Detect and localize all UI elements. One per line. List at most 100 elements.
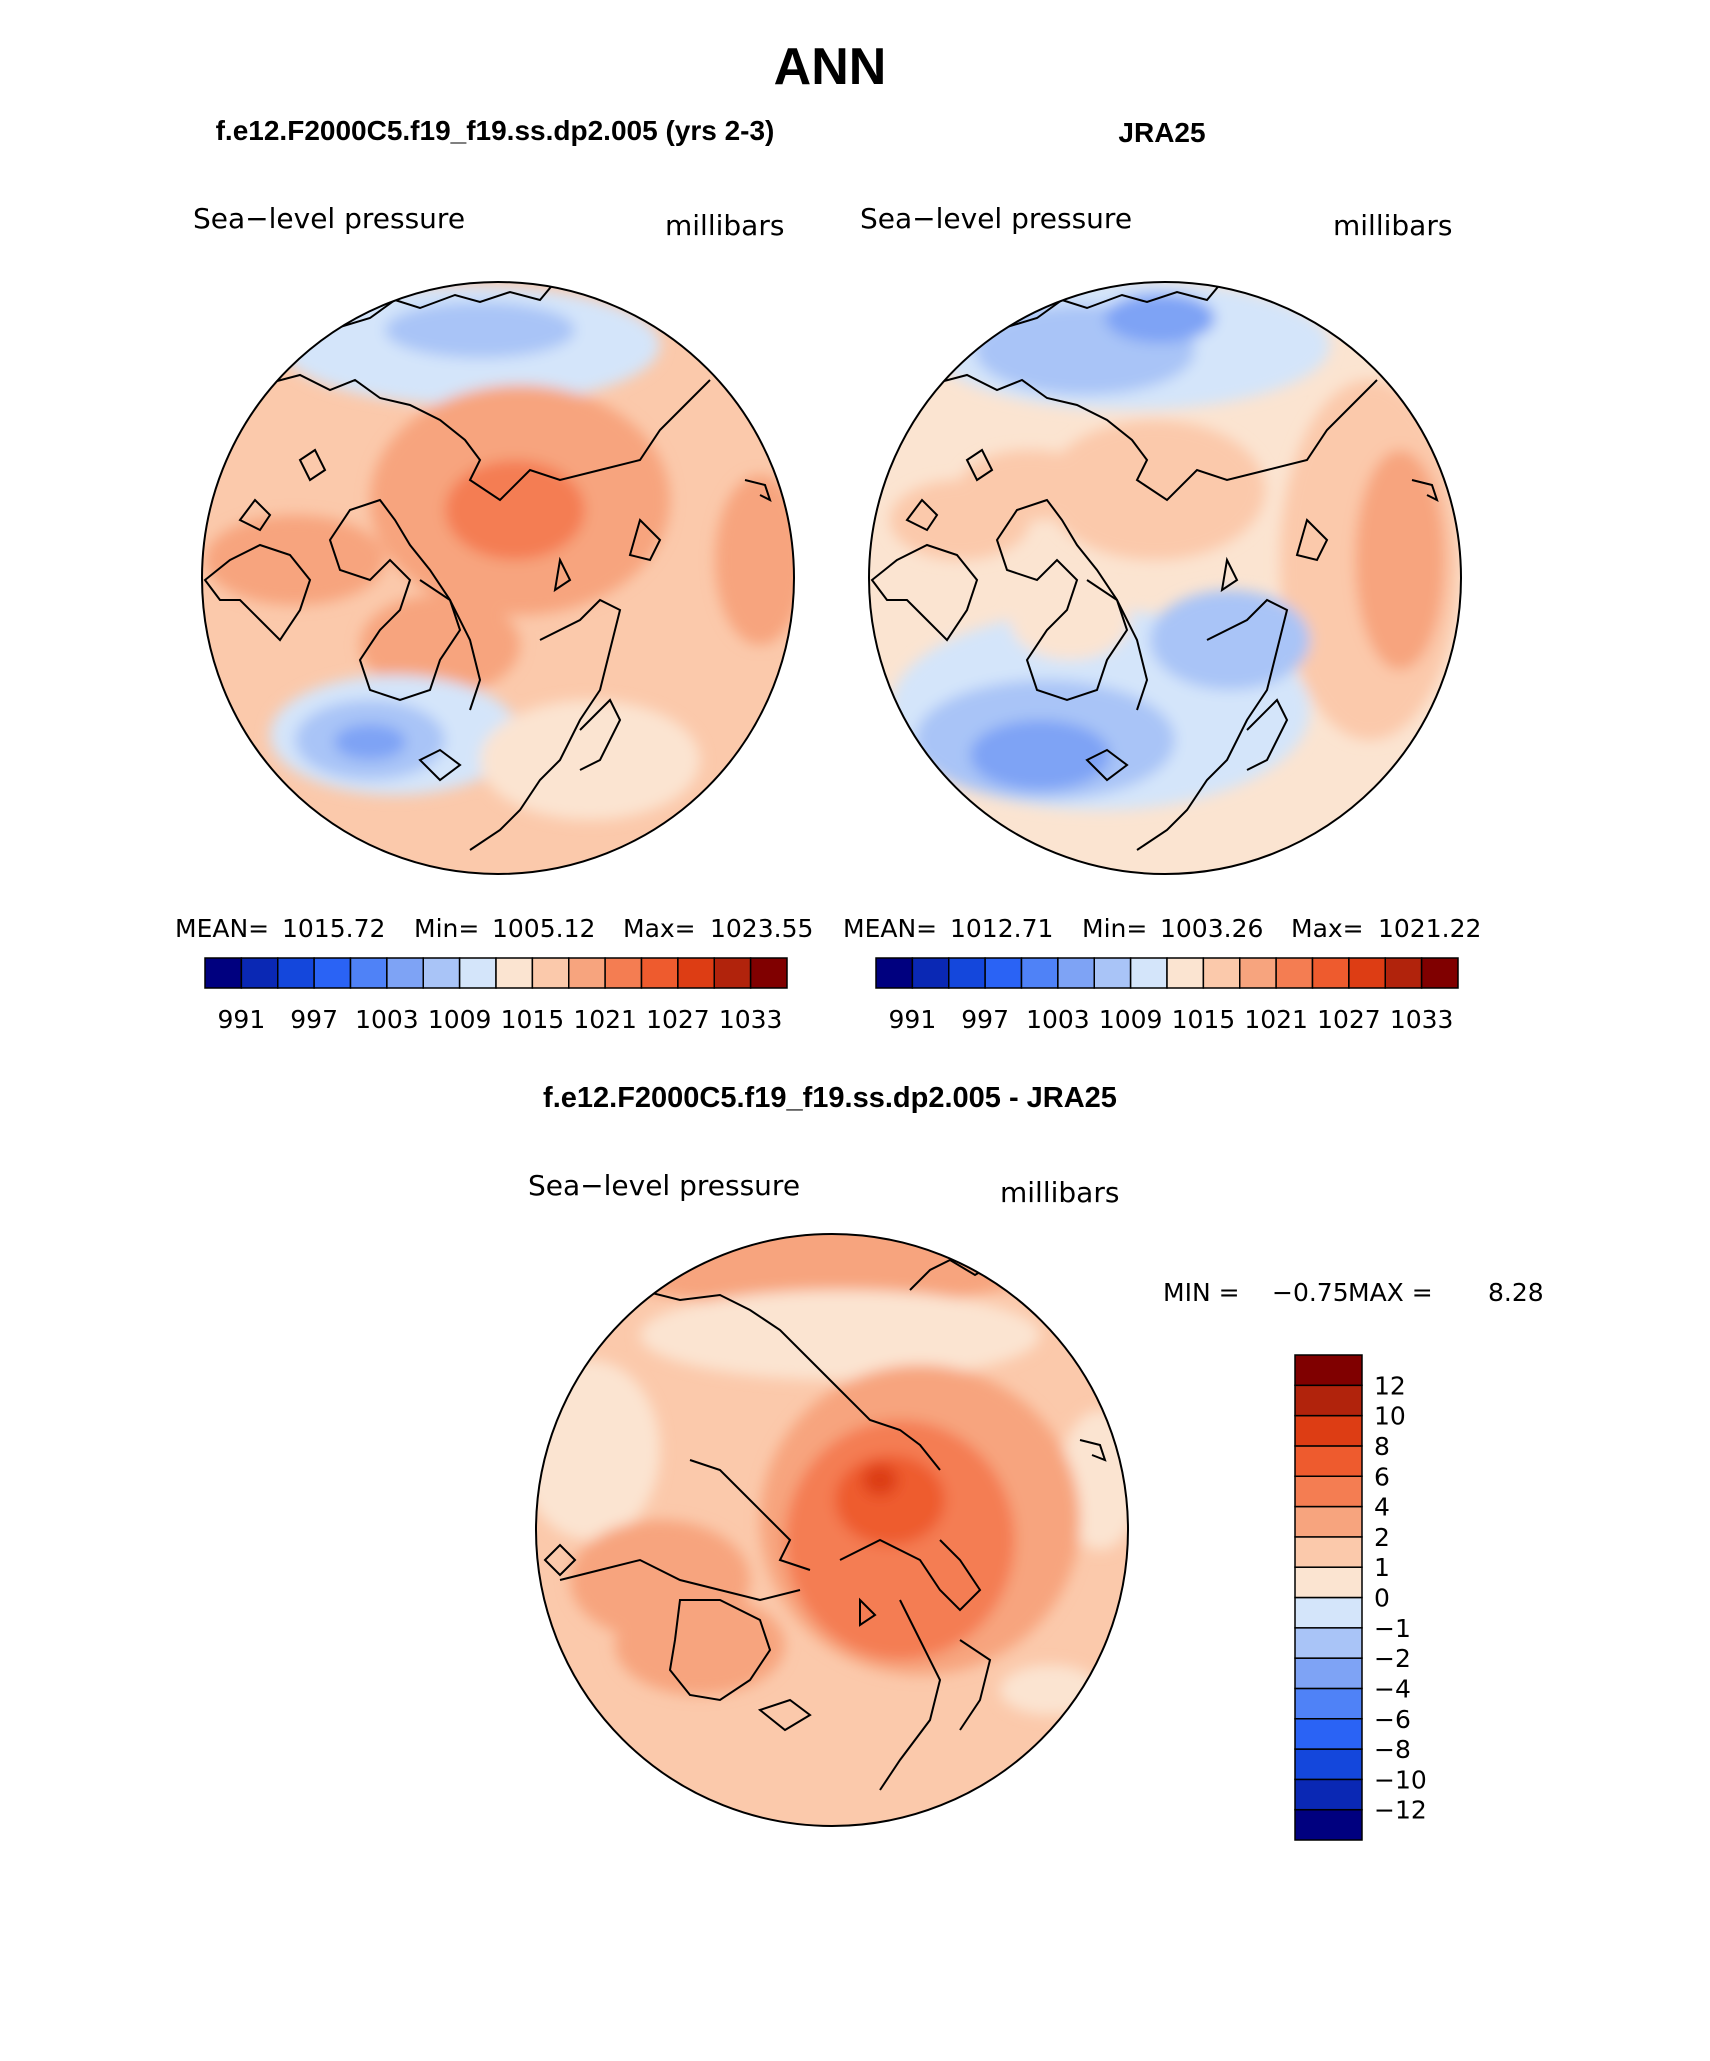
panel-b-map — [868, 281, 1462, 875]
panel-b-mean-label: MEAN= — [843, 914, 937, 943]
panel-a-colorbar-swatch — [495, 957, 534, 989]
diff-colorbar-swatch — [1294, 1536, 1363, 1568]
panel-b-colorbar-swatch — [1311, 957, 1350, 989]
panel-b-colorbar-tick-label: 1009 — [1099, 1005, 1163, 1034]
diff-colorbar-tick-label: −2 — [1374, 1644, 1411, 1673]
diff-map — [535, 1233, 1129, 1827]
panel-a-colorbar-swatch — [240, 957, 279, 989]
panel-a-colorbar-swatch — [531, 957, 570, 989]
panel-a-max-label: Max= — [623, 914, 696, 943]
panel-b-colorbar-swatch — [984, 957, 1023, 989]
panel-a-colorbar-tick-label: 1027 — [646, 1005, 710, 1034]
panel-a-colorbar-swatch — [422, 957, 461, 989]
panel-a-colorbar-swatch — [677, 957, 715, 989]
panel-a-colorbar-tick-label: 991 — [218, 1005, 266, 1034]
panel-b-colorbar-swatch — [1093, 957, 1132, 989]
diff-colorbar-swatch — [1294, 1505, 1363, 1538]
diff-colorbar-tick-label: 1 — [1374, 1553, 1390, 1582]
panel-a-colorbar-tick-label: 1009 — [428, 1005, 492, 1034]
diff-coastlines — [543, 1258, 1107, 1791]
diff-colorbar-tick-label: 8 — [1374, 1432, 1390, 1461]
panel-a-colorbar-tick-label: 1033 — [719, 1005, 783, 1034]
panel-a-colorbar-swatch — [386, 957, 424, 989]
diff-min-label: MIN = — [1163, 1278, 1240, 1307]
diff-colorbar-swatch — [1294, 1778, 1363, 1811]
panel-b-colorbar-swatch — [1239, 957, 1277, 989]
diff-colorbar-swatch — [1294, 1445, 1363, 1477]
panel-b-case-title: JRA25 — [1118, 117, 1205, 148]
panel-a-colorbar-swatch — [458, 957, 497, 989]
panel-a-mean-label: MEAN= — [175, 914, 269, 943]
diff-colorbar-tick-label: −1 — [1374, 1614, 1411, 1643]
panel-b-colorbar-swatch — [1202, 957, 1241, 989]
panel-b-colorbar-tick-label: 997 — [961, 1005, 1009, 1034]
panel-a-colorbar-swatch — [604, 957, 643, 989]
panel-a-colorbar: 991 997 1003 1009 1015 1021 1027 1033 — [204, 957, 788, 1034]
diff-max-label: MAX = — [1348, 1278, 1433, 1307]
diff-min: −0.75 — [1272, 1278, 1349, 1307]
panel-b-colorbar-swatch — [911, 957, 950, 989]
panel-a-colorbar-swatch — [640, 957, 679, 989]
diff-units: millibars — [1000, 1176, 1119, 1209]
panel-a-mean: 1015.72 — [282, 914, 385, 943]
diff-colorbar-tick-label: −8 — [1374, 1735, 1411, 1764]
diff-colorbar-swatch — [1294, 1596, 1363, 1629]
diff-title: f.e12.F2000C5.f19_f19.ss.dp2.005 - JRA25 — [543, 1082, 1117, 1114]
panel-a-colorbar-swatch — [277, 957, 315, 989]
panel-b-colorbar-tick-label: 991 — [889, 1005, 937, 1034]
panel-b-stats: MEAN= 1012.71 Min= 1003.26 Max= 1021.22 — [843, 914, 1481, 943]
panel-a-colorbar-swatch — [349, 957, 388, 989]
panel-a-colorbar-swatch — [749, 957, 788, 989]
panel-b-colorbar-swatch — [875, 957, 914, 989]
panel-b-colorbar-swatch — [1166, 957, 1205, 989]
diff-colorbar-tick-label: 10 — [1374, 1402, 1406, 1431]
panel-b-min: 1003.26 — [1160, 914, 1263, 943]
panel-b-colorbar-swatch — [1384, 957, 1423, 989]
figure-title: ANN — [774, 38, 887, 96]
panel-b-colorbar-swatch — [1348, 957, 1386, 989]
panel-a-colorbar-tick-label: 997 — [290, 1005, 338, 1034]
panel-a-colorbar-swatch — [568, 957, 606, 989]
diff-colorbar-tick-label: −4 — [1374, 1674, 1411, 1703]
diff-colorbar-swatch — [1294, 1384, 1363, 1417]
diff-colorbar-tick-label: 0 — [1374, 1584, 1390, 1613]
diff-colorbar-tick-label: 2 — [1374, 1523, 1390, 1552]
panel-b-colorbar-swatch — [1420, 957, 1459, 989]
diff-colorbar-tick-label: 4 — [1374, 1493, 1390, 1522]
diff-colorbar-swatch — [1294, 1687, 1363, 1720]
panel-b-coastlines — [870, 282, 1439, 851]
panel-a-colorbar-tick-label: 1015 — [501, 1005, 565, 1034]
diff-colorbar-swatch — [1294, 1718, 1363, 1750]
panel-b-colorbar-swatch — [948, 957, 986, 989]
panel-a-colorbar-swatch — [713, 957, 752, 989]
panel-a-min: 1005.12 — [492, 914, 595, 943]
diff-stats: MIN = −0.75 MAX = 8.28 — [1163, 1278, 1544, 1307]
panel-b-units: millibars — [1333, 209, 1452, 242]
panel-b-colorbar-swatch — [1020, 957, 1059, 989]
diff-colorbar-tick-label: −6 — [1374, 1705, 1411, 1734]
panel-a-colorbar-tick-label: 1003 — [355, 1005, 419, 1034]
panel-a-coastlines — [203, 282, 772, 851]
panel-a-stats: MEAN= 1015.72 Min= 1005.12 Max= 1023.55 — [175, 914, 813, 943]
panel-a-units: millibars — [665, 209, 784, 242]
diff-colorbar-swatch — [1294, 1748, 1363, 1781]
panel-b-colorbar-tick-label: 1027 — [1317, 1005, 1381, 1034]
diff-colorbar-swatch — [1294, 1414, 1363, 1447]
panel-b-mean: 1012.71 — [950, 914, 1053, 943]
panel-a-colorbar-swatch — [204, 957, 243, 989]
panel-b-max-label: Max= — [1291, 914, 1364, 943]
diff-colorbar-tick-label: 6 — [1374, 1462, 1390, 1491]
panel-a-colorbar-swatch — [313, 957, 352, 989]
diff-colorbar-swatch — [1294, 1566, 1363, 1599]
diff-variable: Sea−level pressure — [528, 1169, 800, 1202]
diff-colorbar-swatch — [1294, 1657, 1363, 1690]
diff-colorbar-swatch — [1294, 1475, 1363, 1508]
panel-b-colorbar-swatch — [1057, 957, 1095, 989]
diff-colorbar-tick-label: 12 — [1374, 1371, 1406, 1400]
panel-b-variable: Sea−level pressure — [860, 202, 1132, 235]
panel-a-variable: Sea−level pressure — [193, 202, 465, 235]
diff-colorbar-tick-label: −12 — [1374, 1796, 1427, 1825]
diff-colorbar-swatch — [1294, 1808, 1363, 1841]
diff-max: 8.28 — [1488, 1278, 1544, 1307]
